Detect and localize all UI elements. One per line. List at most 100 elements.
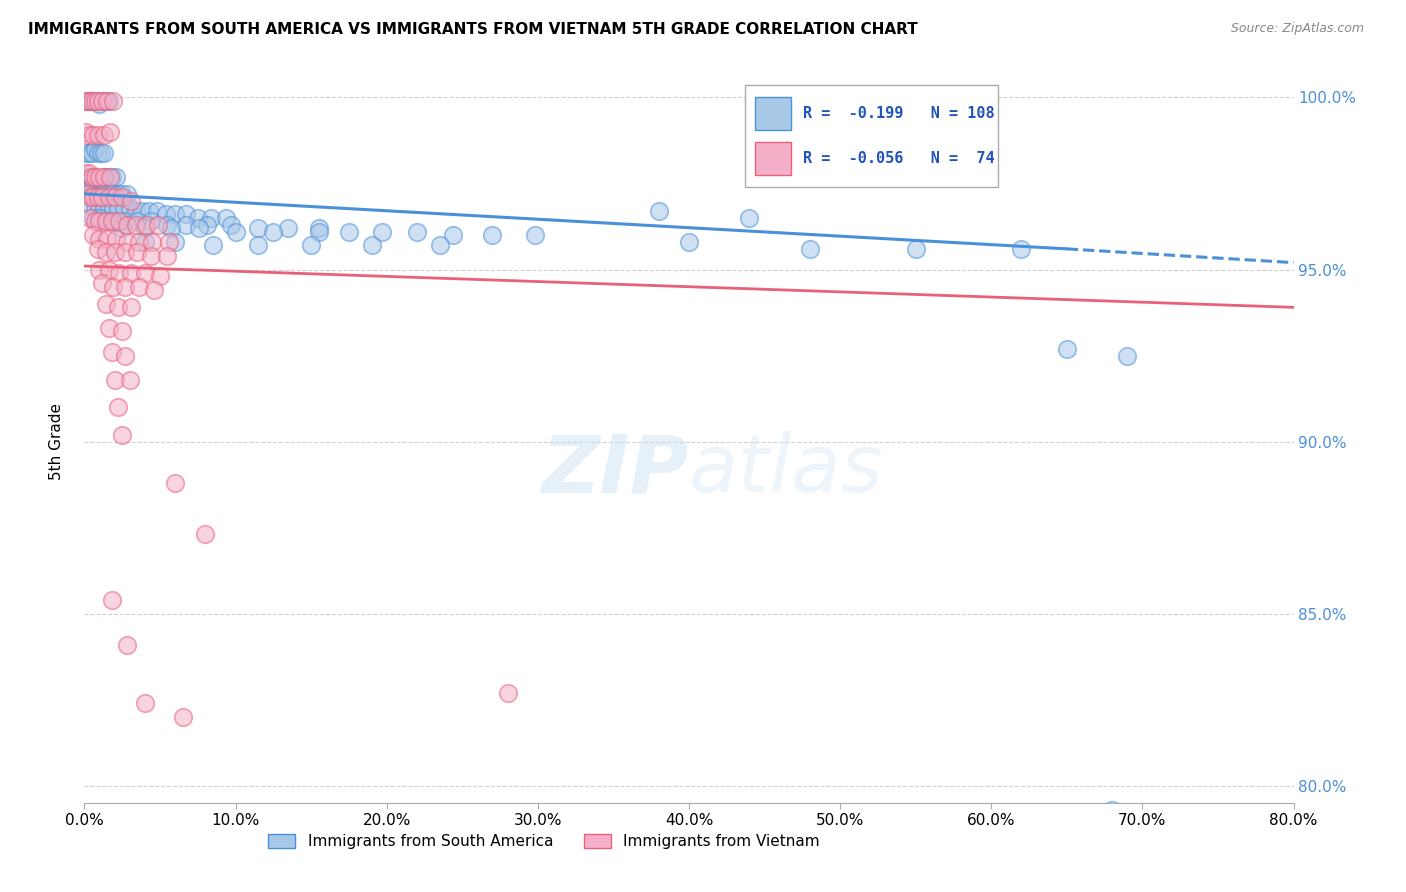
Point <box>91 186 114 201</box>
Point <box>87 94 110 108</box>
Point <box>104 214 127 228</box>
Point <box>1056 342 1078 356</box>
Point <box>87 145 110 160</box>
Point <box>96 186 118 201</box>
Point <box>371 225 394 239</box>
Point <box>120 266 142 280</box>
Point <box>93 186 115 201</box>
Point <box>1116 349 1139 363</box>
Point <box>277 221 299 235</box>
Point <box>219 218 242 232</box>
Point <box>114 349 136 363</box>
Point <box>75 183 97 197</box>
Point <box>125 204 148 219</box>
Point <box>96 214 118 228</box>
Point <box>481 228 503 243</box>
Point <box>91 277 114 291</box>
Point <box>247 238 270 252</box>
Point <box>308 221 330 235</box>
Point <box>93 201 115 215</box>
Point <box>93 169 115 184</box>
Point <box>84 169 107 184</box>
Legend: Immigrants from South America, Immigrants from Vietnam: Immigrants from South America, Immigrant… <box>267 834 820 849</box>
Point <box>97 321 120 335</box>
Point <box>172 710 194 724</box>
Point <box>80 169 103 184</box>
Point <box>94 214 117 228</box>
Point <box>174 207 197 221</box>
Point <box>94 245 117 260</box>
Point <box>76 173 98 187</box>
Point <box>115 235 138 249</box>
Point <box>104 190 127 204</box>
Point <box>96 94 118 108</box>
Point <box>139 214 162 228</box>
Point <box>111 221 134 235</box>
Point <box>146 204 169 219</box>
Point <box>104 245 127 260</box>
Point <box>100 592 122 607</box>
Point <box>100 345 122 359</box>
Point <box>360 238 382 252</box>
Point <box>156 218 179 232</box>
Point <box>89 211 111 225</box>
Point <box>128 235 150 249</box>
Point <box>79 197 101 211</box>
Point <box>215 211 238 225</box>
Point <box>75 166 97 180</box>
Point <box>165 475 187 490</box>
Point <box>904 242 927 256</box>
Point <box>148 218 170 232</box>
Point <box>111 186 134 201</box>
Point <box>648 204 671 219</box>
Point <box>127 214 149 228</box>
Point <box>94 297 117 311</box>
Point <box>188 221 211 235</box>
Point <box>90 186 112 201</box>
Point <box>127 245 149 260</box>
Point <box>115 186 138 201</box>
Point <box>77 94 100 108</box>
Point <box>134 696 156 710</box>
Point <box>98 125 121 139</box>
Point <box>100 214 122 228</box>
Point <box>165 235 187 249</box>
Point <box>496 686 519 700</box>
Point <box>89 186 111 201</box>
Point <box>84 142 107 156</box>
Point <box>406 225 429 239</box>
Text: Source: ZipAtlas.com: Source: ZipAtlas.com <box>1230 22 1364 36</box>
Point <box>75 169 97 184</box>
Point <box>149 269 172 284</box>
Point <box>101 201 124 215</box>
Point <box>111 190 134 204</box>
Point <box>79 190 101 204</box>
Point <box>134 266 156 280</box>
Point <box>75 94 97 108</box>
Point <box>195 218 218 232</box>
Point <box>141 235 163 249</box>
Point <box>82 190 104 204</box>
Point <box>194 527 217 541</box>
Point <box>115 218 138 232</box>
Point <box>120 194 142 208</box>
Point <box>90 173 112 187</box>
Point <box>135 218 157 232</box>
Point <box>84 214 107 228</box>
Text: ZIP: ZIP <box>541 432 689 509</box>
Point <box>101 186 124 201</box>
Point <box>89 169 111 184</box>
Point <box>75 94 97 108</box>
Point <box>77 128 100 143</box>
Point <box>80 94 103 108</box>
Y-axis label: 5th Grade: 5th Grade <box>49 403 63 480</box>
Text: atlas: atlas <box>689 432 884 509</box>
Point <box>120 301 142 315</box>
Point <box>87 242 110 256</box>
FancyBboxPatch shape <box>755 142 790 175</box>
Point <box>97 190 120 204</box>
Point <box>80 145 103 160</box>
FancyBboxPatch shape <box>755 97 790 130</box>
Point <box>98 169 121 184</box>
Point <box>90 145 112 160</box>
